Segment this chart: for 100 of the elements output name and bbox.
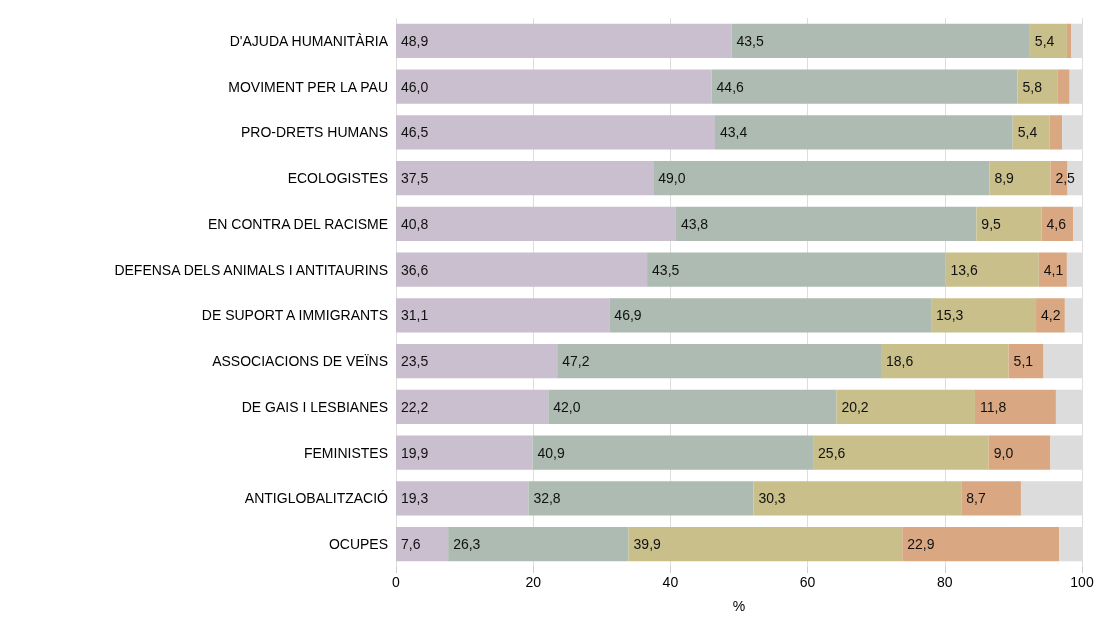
- bar: [989, 160, 1051, 196]
- data-label: 5,1: [1013, 353, 1034, 370]
- data-label: 43,4: [719, 124, 748, 141]
- data-label: 15,3: [936, 307, 964, 324]
- data-label: 5,4: [1017, 124, 1038, 141]
- y-tick-label: ASSOCIACIONS DE VEÏNS: [212, 353, 388, 370]
- y-tick-label: PRO-DRETS HUMANS: [240, 124, 388, 141]
- data-label: 20,2: [841, 398, 869, 415]
- bar: [532, 435, 814, 470]
- bar: [647, 252, 946, 287]
- data-label: 44,6: [716, 78, 745, 95]
- data-label: 46,5: [401, 124, 429, 141]
- data-label: 4,6: [1046, 215, 1067, 232]
- data-label: 39,9: [633, 536, 662, 553]
- bar: [1008, 343, 1044, 379]
- data-label: 43,5: [652, 261, 680, 278]
- data-label: 42,0: [553, 398, 581, 415]
- data-label: 2,5: [1055, 170, 1076, 187]
- bar: [1049, 115, 1063, 150]
- bar: [396, 115, 715, 150]
- bar: [396, 69, 712, 104]
- data-label: 4,1: [1043, 261, 1064, 278]
- bar: [714, 115, 1013, 150]
- bar: [548, 389, 837, 425]
- data-label: 30,3: [758, 490, 786, 507]
- data-label: 9,0: [993, 444, 1014, 461]
- bar: [396, 435, 533, 470]
- data-label: 4,2: [1041, 307, 1061, 324]
- data-label: 31,1: [401, 307, 429, 324]
- bar: [988, 435, 1051, 470]
- y-tick-label: DEFENSA DELS ANIMALS I ANTITAURINS: [114, 261, 388, 278]
- bar: [675, 206, 977, 242]
- bar: [528, 481, 754, 516]
- y-tick-label: D'AJUDA HUMANITÀRIA: [229, 32, 389, 49]
- x-tick-label: 60: [799, 574, 816, 590]
- bar: [1066, 23, 1072, 59]
- data-label: 36,6: [401, 261, 429, 278]
- bar: [557, 343, 881, 379]
- data-label: 7,6: [401, 536, 421, 553]
- bar: [1038, 252, 1067, 287]
- data-label: 19,3: [401, 490, 429, 507]
- bar: [836, 389, 975, 425]
- data-label: 9,5: [981, 215, 1002, 232]
- x-tick-label: 40: [662, 574, 679, 590]
- bar: [396, 23, 732, 59]
- data-label: 22,2: [401, 398, 429, 415]
- bar: [881, 343, 1009, 379]
- bar: [396, 160, 654, 196]
- data-label: 37,5: [401, 170, 429, 187]
- bar: [902, 526, 1060, 562]
- data-label: 18,6: [886, 353, 914, 370]
- data-label: 13,6: [950, 261, 978, 278]
- bar: [931, 298, 1037, 333]
- bar: [1012, 115, 1050, 150]
- bar: [945, 252, 1039, 287]
- bar: [976, 206, 1042, 242]
- bar: [448, 526, 629, 562]
- y-tick-label: OCUPES: [328, 536, 388, 553]
- bar: [396, 298, 610, 333]
- data-label: 32,8: [533, 490, 561, 507]
- data-label: 22,9: [907, 536, 935, 553]
- data-label: 49,0: [658, 170, 686, 187]
- bar: [609, 298, 932, 333]
- data-label: 47,2: [562, 353, 590, 370]
- data-label: 5,8: [1022, 78, 1043, 95]
- data-label: 46,9: [614, 307, 642, 324]
- bar: [653, 160, 990, 196]
- x-tick-label: 0: [392, 574, 401, 590]
- data-label: 40,9: [537, 444, 565, 461]
- data-label: 8,7: [966, 490, 986, 507]
- data-label: 19,9: [401, 444, 429, 461]
- y-tick-label: FEMINISTES: [303, 444, 388, 461]
- data-label: 40,8: [401, 215, 429, 232]
- x-tick-label: 80: [937, 574, 953, 590]
- bar: [396, 526, 449, 562]
- data-label: 46,0: [401, 78, 429, 95]
- data-label: 43,5: [736, 32, 764, 49]
- bar: [731, 23, 1030, 59]
- bar: [396, 389, 549, 425]
- y-tick-label: ECOLOGISTES: [287, 170, 388, 187]
- data-label: 11,8: [979, 398, 1007, 415]
- data-label: 8,9: [994, 170, 1015, 187]
- bar: [1057, 69, 1070, 104]
- y-tick-label: MOVIMENT PER LA PAU: [228, 78, 388, 95]
- bar: [711, 69, 1018, 104]
- bar: [396, 252, 648, 287]
- x-tick-label: 100: [1070, 574, 1094, 590]
- bar: [396, 481, 529, 516]
- data-label: 43,8: [680, 215, 709, 232]
- y-tick-label: ANTIGLOBALITZACIÓ: [244, 490, 389, 507]
- y-tick-label: DE GAIS I LESBIANES: [241, 398, 388, 415]
- data-label: 23,5: [401, 353, 429, 370]
- bar: [1036, 298, 1065, 333]
- data-label: 26,3: [453, 536, 481, 553]
- data-label: 25,6: [818, 444, 846, 461]
- bar: [1017, 69, 1058, 104]
- y-tick-label: EN CONTRA DEL RACISME: [208, 215, 388, 232]
- bar: [753, 481, 962, 516]
- x-axis-title: %: [732, 598, 746, 614]
- bar: [628, 526, 903, 562]
